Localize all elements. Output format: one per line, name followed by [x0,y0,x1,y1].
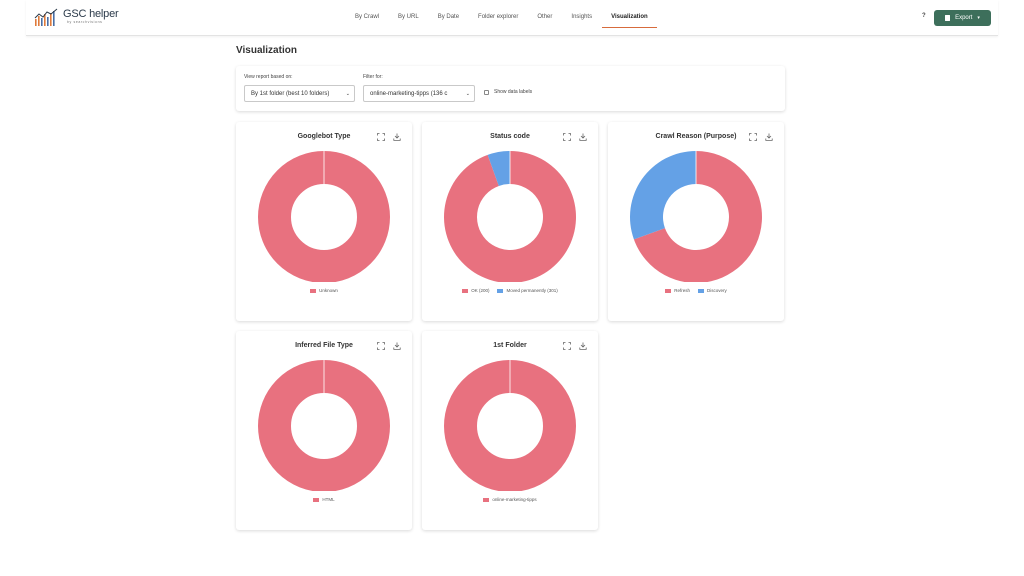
legend-item[interactable]: Refresh [665,288,690,293]
legend-swatch [698,288,704,293]
report-basis-value: By 1st folder (best 10 folders) [251,90,330,97]
legend-item[interactable]: Discovery [698,288,727,293]
export-button[interactable]: Export ▾ [934,10,991,26]
fullscreen-icon[interactable] [563,133,571,141]
logo-subtitle: by searchvisions [67,20,103,24]
legend-swatch [313,497,320,502]
logo-chart-icon [34,8,58,26]
fullscreen-icon[interactable] [749,133,757,141]
donut-slice-discovery[interactable] [630,151,696,240]
legend-label: Unknown [319,288,338,293]
chart-legend: Refresh Discovery [608,288,784,293]
file-icon [945,15,951,21]
report-basis-select[interactable]: By 1st folder (best 10 folders) ⌄ [244,85,355,102]
filter-panel: View report based on: By 1st folder (bes… [236,66,785,111]
top-navbar: GSC helper by searchvisions By Crawl By … [26,0,998,36]
donut-slice-refresh[interactable] [633,151,762,282]
donut-chart [258,151,390,282]
download-icon[interactable] [393,133,401,141]
legend-item[interactable]: online-marketing-tipps [483,497,537,502]
legend-swatch [483,497,490,502]
chevron-down-icon: ▾ [977,15,980,21]
help-button[interactable]: ? [922,13,926,19]
fullscreen-icon[interactable] [377,133,385,141]
report-basis-label: View report based on: [244,74,293,80]
fullscreen-icon[interactable] [563,342,571,350]
filter-for-select[interactable]: online-marketing-tipps (136 c ⌄ [363,85,475,102]
nav-item-folder-explorer[interactable]: Folder explorer [478,14,519,20]
legend-item[interactable]: OK (200) [462,288,489,293]
chevron-down-icon: ⌄ [345,91,350,97]
nav-item-by-crawl[interactable]: By Crawl [355,14,380,20]
donut-chart [258,360,390,491]
chart-legend: HTML [236,497,412,502]
nav-item-insights[interactable]: Insights [571,14,593,20]
legend-label: Refresh [674,288,690,293]
app-logo[interactable]: GSC helper by searchvisions [34,8,119,30]
chart-title: Status code [490,133,530,140]
donut-slice-moved-permanently-301[interactable] [487,151,510,186]
legend-swatch [462,288,469,293]
chart-title: Googlebot Type [297,133,351,140]
legend-label: Discovery [707,288,727,293]
download-icon[interactable] [579,342,587,350]
legend-item[interactable]: Unknown [310,288,338,293]
legend-label: online-marketing-tipps [492,497,537,502]
chart-card-1st-folder: 1st Folder online-marketing-tipps [422,331,598,530]
legend-label: HTML [322,497,335,502]
donut-chart [444,151,576,282]
chart-title: 1st Folder [493,342,527,349]
filter-for-label: Filter for: [363,74,383,80]
donut-slice-ok-200[interactable] [444,151,576,282]
chart-card-googlebot-type: Googlebot Type Unknown [236,122,412,321]
export-label: Export [955,15,973,21]
donut-chart [444,360,576,491]
chart-card-status-code: Status code OK (200) Moved permanently (30… [422,122,598,321]
legend-swatch [665,288,672,293]
legend-item[interactable]: Moved permanently (301) [497,288,558,293]
fullscreen-icon[interactable] [377,342,385,350]
show-data-labels-label: Show data labels [494,89,533,95]
logo-title: GSC helper [63,8,119,20]
download-icon[interactable] [393,342,401,350]
legend-swatch [310,288,317,293]
chart-legend: Unknown [236,288,412,293]
legend-label: Moved permanently (301) [506,288,558,293]
filter-for-value: online-marketing-tipps (136 c [370,90,448,97]
chevron-down-icon: ⌄ [465,91,470,97]
chart-title: Crawl Reason (Purpose) [655,133,737,140]
nav-item-visualization[interactable]: Visualization [602,0,657,36]
nav-item-other[interactable]: Other [537,14,553,20]
legend-item[interactable]: HTML [313,497,335,502]
show-data-labels-toggle[interactable]: Show data labels [484,89,532,95]
chart-legend: OK (200) Moved permanently (301) [422,288,598,293]
main-nav: By Crawl By URL By Date Folder explorer … [355,0,667,36]
legend-label: OK (200) [471,288,490,293]
show-data-labels-checkbox[interactable] [484,89,489,95]
donut-chart [630,151,762,282]
chart-card-crawl-reason-purpose: Crawl Reason (Purpose) Refresh Discovery [608,122,784,321]
legend-swatch [497,288,504,293]
nav-item-by-url[interactable]: By URL [398,14,419,20]
download-icon[interactable] [579,133,587,141]
download-icon[interactable] [765,133,773,141]
chart-title: Inferred File Type [295,342,353,349]
chart-legend: online-marketing-tipps [422,497,598,502]
page-title: Visualization [236,45,297,56]
chart-card-inferred-file-type: Inferred File Type HTML [236,331,412,530]
nav-item-by-date[interactable]: By Date [437,14,460,20]
